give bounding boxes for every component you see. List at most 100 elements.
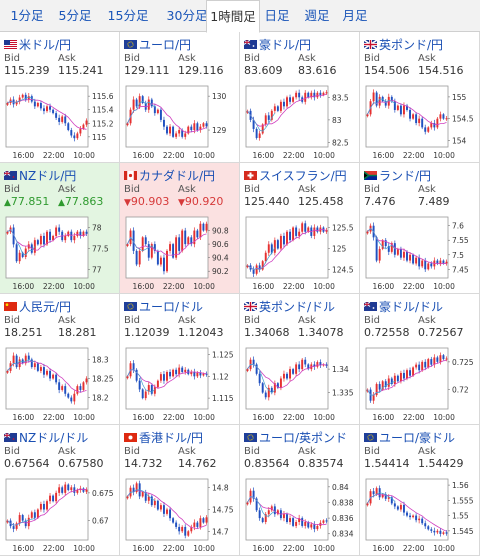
candle-body: [258, 265, 261, 270]
moving-average-line: [367, 493, 447, 532]
pair-title[interactable]: 人民元/円: [4, 298, 118, 314]
candlestick-chart[interactable]: 83.5 83 82.5 16:00 22:00 10:00: [243, 83, 358, 161]
y-tick-label: 0.84: [332, 483, 349, 492]
pair-title[interactable]: 豪ドル/円: [244, 36, 358, 52]
chart-svg: 7.6 7.55 7.5 7.45 16:00 22:00 10:00: [365, 216, 469, 291]
rate-panel[interactable]: 英ポンド/ドル Bid Ask 1.34068 1.34078 1.34 1.335 16:0…: [240, 294, 360, 425]
pair-title[interactable]: NZドル/円: [4, 167, 118, 183]
pair-title[interactable]: ユーロ/ドル: [124, 298, 238, 314]
tab-5[interactable]: 日足: [264, 8, 290, 23]
rate-panel[interactable]: 豪ドル/ドル Bid Ask 0.72558 0.72567 0.725 0.72 16:00…: [360, 294, 480, 425]
candlestick-chart[interactable]: 1.34 1.335 16:00 22:00 10:00: [243, 345, 358, 423]
plot-area: [365, 478, 449, 541]
candle-body: [70, 487, 73, 491]
candlestick-chart[interactable]: 78 77.5 77 16:00 22:00 10:00: [3, 214, 118, 292]
ask-value: 0.72567: [418, 326, 464, 339]
candle-body: [427, 526, 430, 530]
pair-title[interactable]: NZドル/ドル: [4, 429, 118, 445]
rate-panel[interactable]: 豪ドル/円 Bid Ask 83.609 83.616 83.5 83 82.5 16:00 22…: [240, 32, 360, 163]
candlestick-chart[interactable]: 18.3 18.25 18.2 16:00 22:00 10:00: [3, 345, 118, 423]
candlestick-chart[interactable]: 7.6 7.55 7.5 7.45 16:00 22:00 10:00: [363, 214, 478, 292]
rate-panel[interactable]: ユーロ/豪ドル Bid Ask 1.54414 1.54429 1.56 1.555 1.55…: [360, 425, 480, 556]
candle-body: [193, 123, 196, 131]
pair-title[interactable]: ユーロ/英ポンド: [244, 429, 358, 445]
moving-average-line: [367, 228, 447, 265]
candlestick-chart[interactable]: 1.125 1.12 1.115 16:00 22:00 10:00: [123, 345, 238, 423]
moving-average-line: [127, 233, 207, 256]
rate-panel[interactable]: ランド/円 Bid Ask 7.476 7.489 7.6 7.55 7.5 7.45 16:00…: [360, 163, 480, 294]
candle-body: [49, 495, 52, 502]
candle-body: [421, 518, 424, 524]
pair-title[interactable]: ユーロ/円: [124, 36, 238, 52]
pair-name: 英ポンド/ドル: [259, 300, 336, 314]
plot-area: [5, 216, 89, 279]
candle-body: [166, 126, 168, 134]
candle-body: [307, 522, 310, 528]
candlestick-chart[interactable]: 1.56 1.555 1.55 1.545 16:00 22:00 10:00: [363, 476, 478, 554]
pair-title[interactable]: 英ポンド/ドル: [244, 298, 358, 314]
rate-panel[interactable]: ユーロ/円 Bid Ask 129.111 129.116 130 129 16:00 22:0…: [120, 32, 240, 163]
candlestick-chart[interactable]: 125.5 125 124.5 16:00 22:00 10:00: [243, 214, 358, 292]
x-tick-label: 10:00: [73, 544, 95, 553]
tab-4[interactable]: 1時間足: [206, 0, 260, 33]
rate-panel[interactable]: スイスフラン/円 Bid Ask 125.440 125.458 125.5 125 124.…: [240, 163, 360, 294]
tab-7[interactable]: 月足: [342, 8, 368, 23]
candlestick-chart[interactable]: 155 154.5 154 16:00 22:00 10:00: [363, 83, 478, 161]
candle-body: [85, 231, 88, 234]
candle-body: [15, 101, 18, 105]
tab-3[interactable]: 30分足: [166, 8, 208, 23]
pair-title[interactable]: 米ドル/円: [4, 36, 118, 52]
candle-body: [445, 118, 448, 120]
rate-panel[interactable]: 英ポンド/円 Bid Ask 154.506 154.516 155 154.5 154 16:…: [360, 32, 480, 163]
x-tick-label: 16:00: [373, 151, 395, 160]
x-tick-label: 10:00: [313, 413, 335, 422]
pair-title[interactable]: カナダドル/円: [124, 167, 238, 183]
ask-label: Ask: [298, 184, 316, 195]
candle-body: [33, 101, 36, 107]
tab-2[interactable]: 15分足: [107, 8, 149, 23]
candle-body: [159, 505, 162, 510]
candle-body: [252, 119, 255, 129]
pair-title[interactable]: スイスフラン/円: [244, 167, 358, 183]
candle-body: [313, 92, 316, 98]
pair-title[interactable]: ランド/円: [364, 167, 478, 183]
rate-panel[interactable]: 香港ドル/円 Bid Ask 14.732 14.762 14.8 14.75 14.7 16:…: [120, 425, 240, 556]
candle-body: [169, 509, 172, 519]
pair-title[interactable]: 香港ドル/円: [124, 429, 238, 445]
candle-body: [181, 367, 184, 372]
candle-body: [199, 223, 202, 238]
rate-panel[interactable]: カナダドル/円 Bid Ask ▼90.903 ▼90.920 90.8 90.6 90.4 9…: [120, 163, 240, 294]
pair-title[interactable]: ユーロ/豪ドル: [364, 429, 478, 445]
tab-0[interactable]: 1分足: [10, 8, 44, 23]
rate-panel[interactable]: ユーロ/ドル Bid Ask 1.12039 1.12043 1.125 1.12 1.115…: [120, 294, 240, 425]
candle-body: [61, 116, 64, 122]
candlestick-chart[interactable]: 90.8 90.6 90.4 90.2 16:00 22:00 10:00: [123, 214, 238, 292]
ask-value: 1.34078: [298, 326, 344, 339]
candle-body: [135, 99, 138, 107]
rate-panel[interactable]: NZドル/ドル Bid Ask 0.67564 0.67580 0.675 0.67 16:0…: [0, 425, 120, 556]
rate-panel[interactable]: NZドル/円 Bid Ask ▲77.851 ▲77.863 78 77.5 77 16:00 2…: [0, 163, 120, 294]
tab-1[interactable]: 5分足: [58, 8, 92, 23]
bid-label: Bid: [4, 53, 20, 64]
rate-panel[interactable]: 米ドル/円 Bid Ask 115.239 115.241 115.6 115.4 115.2…: [0, 32, 120, 163]
bid-value: 1.12039: [124, 326, 170, 339]
y-tick-label: 1.555: [452, 496, 474, 505]
pair-title[interactable]: 豪ドル/ドル: [364, 298, 478, 314]
ask-value-text: 0.83574: [298, 457, 344, 470]
x-tick-label: 16:00: [253, 282, 275, 291]
candlestick-chart[interactable]: 14.8 14.75 14.7 16:00 22:00 10:00: [123, 476, 238, 554]
ask-label: Ask: [58, 53, 76, 64]
rate-panel[interactable]: ユーロ/英ポンド Bid Ask 0.83564 0.83574 0.84 0.838 0.8…: [240, 425, 360, 556]
candlestick-chart[interactable]: 0.84 0.838 0.836 0.834 16:00 22:00 10:00: [243, 476, 358, 554]
tab-6[interactable]: 週足: [304, 8, 330, 23]
rate-panel[interactable]: 人民元/円 Bid Ask 18.251 18.281 18.3 18.25 18.2 16:0…: [0, 294, 120, 425]
candlestick-chart[interactable]: 0.675 0.67 16:00 22:00 10:00: [3, 476, 118, 554]
pair-title[interactable]: 英ポンド/円: [364, 36, 478, 52]
down-arrow-icon: ▼: [178, 198, 185, 208]
candlestick-chart[interactable]: 130 129 16:00 22:00 10:00: [123, 83, 238, 161]
candle-body: [384, 240, 387, 247]
candlestick-chart[interactable]: 115.6 115.4 115.2 115 16:00 22:00 10:00: [3, 83, 118, 161]
candle-body: [144, 102, 147, 110]
candle-body: [286, 231, 288, 245]
candlestick-chart[interactable]: 0.725 0.72 16:00 22:00 10:00: [363, 345, 478, 423]
